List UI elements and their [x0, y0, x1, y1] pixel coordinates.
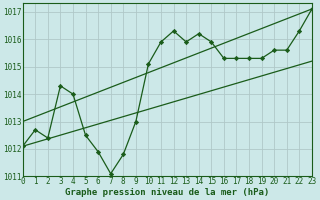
X-axis label: Graphe pression niveau de la mer (hPa): Graphe pression niveau de la mer (hPa)	[65, 188, 269, 197]
